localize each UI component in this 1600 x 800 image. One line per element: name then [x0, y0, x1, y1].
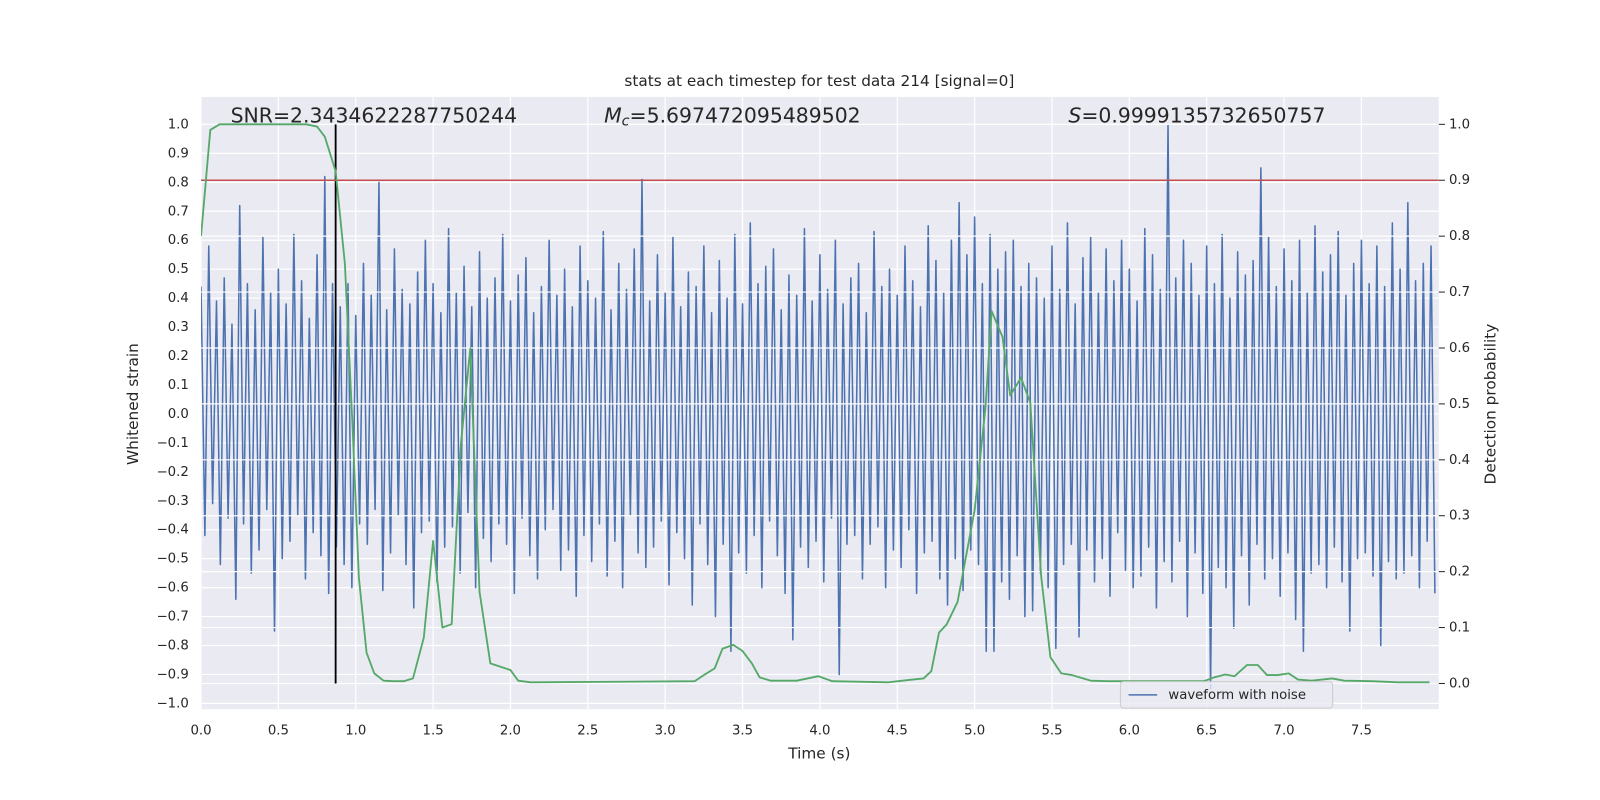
y2-tick-label: 0.5	[1449, 397, 1470, 412]
y2-tick-label: 0.2	[1449, 565, 1470, 580]
annotation: Mc=5.697472095489502	[604, 103, 861, 129]
annotation-symbol: M	[604, 103, 622, 127]
x-tick-label: 5.0	[964, 724, 985, 739]
y-tick-label: −0.5	[157, 552, 189, 567]
y-tick-label: −0.8	[157, 638, 189, 653]
y2-tick-label: 0.3	[1449, 509, 1470, 524]
y2-tick-label: 1.0	[1449, 117, 1470, 132]
x-tick-label: 7.0	[1274, 724, 1295, 739]
y2-tick-label: 0.6	[1449, 341, 1470, 356]
x-tick-label: 3.5	[732, 724, 753, 739]
annotation-subscript: c	[622, 113, 630, 129]
y-axis-label: Whitened strain	[124, 343, 142, 465]
y-tick-label: 0.8	[168, 175, 189, 190]
annotation: SNR=2.3434622287750244	[231, 103, 517, 127]
waveform-line	[201, 123, 1436, 690]
primary-layer	[201, 123, 1436, 690]
y-tick-label: −1.0	[157, 696, 189, 711]
y-tick-label: 0.7	[168, 204, 189, 219]
x-tick-label: 1.0	[345, 724, 366, 739]
y-tick-label: −0.2	[157, 465, 189, 480]
y-tick-label: 1.0	[168, 117, 189, 132]
y-tick-label: −0.7	[157, 610, 189, 625]
x-tick-label: 7.5	[1351, 724, 1372, 739]
legend-label: waveform with noise	[1168, 688, 1306, 703]
annotation-symbol: S	[1068, 103, 1081, 127]
x-tick-label: 3.0	[655, 724, 676, 739]
y-tick-label: −0.6	[157, 581, 189, 596]
x-tick-label: 6.0	[1119, 724, 1140, 739]
y-tick-label: 0.0	[168, 407, 189, 422]
y2-tick-label: 0.7	[1449, 285, 1470, 300]
y-tick-label: 0.5	[168, 262, 189, 277]
x-tick-label: 5.5	[1041, 724, 1062, 739]
y2-tick-label: 0.9	[1449, 173, 1470, 188]
x-axis-label: Time (s)	[787, 745, 850, 763]
annotation-text: SNR=2.3434622287750244	[231, 103, 517, 127]
x-tick-label: 4.0	[809, 724, 830, 739]
x-tick-label: 0.5	[268, 724, 289, 739]
y-tick-label: 0.3	[168, 320, 189, 335]
y-tick-label: −0.1	[157, 436, 189, 451]
grid-layer	[200, 96, 1439, 710]
y-tick-label: −0.3	[157, 494, 189, 509]
annotation-text: =0.9999135732650757	[1081, 103, 1325, 127]
x-tick-label: 0.0	[190, 724, 211, 739]
y-tick-label: 0.4	[168, 291, 189, 306]
annotation-text: =5.697472095489502	[630, 103, 861, 127]
y-tick-label: 0.6	[168, 233, 189, 248]
y-tick-label: 0.9	[168, 146, 189, 161]
chart-title: stats at each timestep for test data 214…	[624, 72, 1014, 90]
text-layer: 0.0 0.5 1.0 1.5 2.0 2.5 3.0 3.5 4.0 4.5 5.0 5.5 6.0 6…	[157, 103, 1470, 738]
x-tick-label: 4.5	[887, 724, 908, 739]
y2-tick-label: 0.1	[1449, 621, 1470, 636]
legend-box	[1119, 681, 1334, 709]
x-tick-label: 2.5	[577, 724, 598, 739]
x-tick-label: 2.0	[500, 724, 521, 739]
y-tick-label: −0.4	[157, 523, 189, 538]
annotation: S=0.9999135732650757	[1068, 103, 1325, 127]
secondary-layer	[201, 123, 1439, 685]
x-tick-label: 6.5	[1196, 724, 1217, 739]
probability-line	[201, 123, 1430, 684]
y2-tick-label: 0.8	[1449, 229, 1470, 244]
y-tick-label: 0.1	[168, 378, 189, 393]
y2-tick-label: 0.4	[1449, 453, 1470, 468]
x-tick-label: 1.5	[423, 724, 444, 739]
y2-axis-label: Detection probability	[1481, 324, 1499, 485]
y-tick-label: −0.9	[157, 667, 189, 682]
y2-tick-label: 0.0	[1449, 676, 1470, 691]
y-tick-label: 0.2	[168, 349, 189, 364]
